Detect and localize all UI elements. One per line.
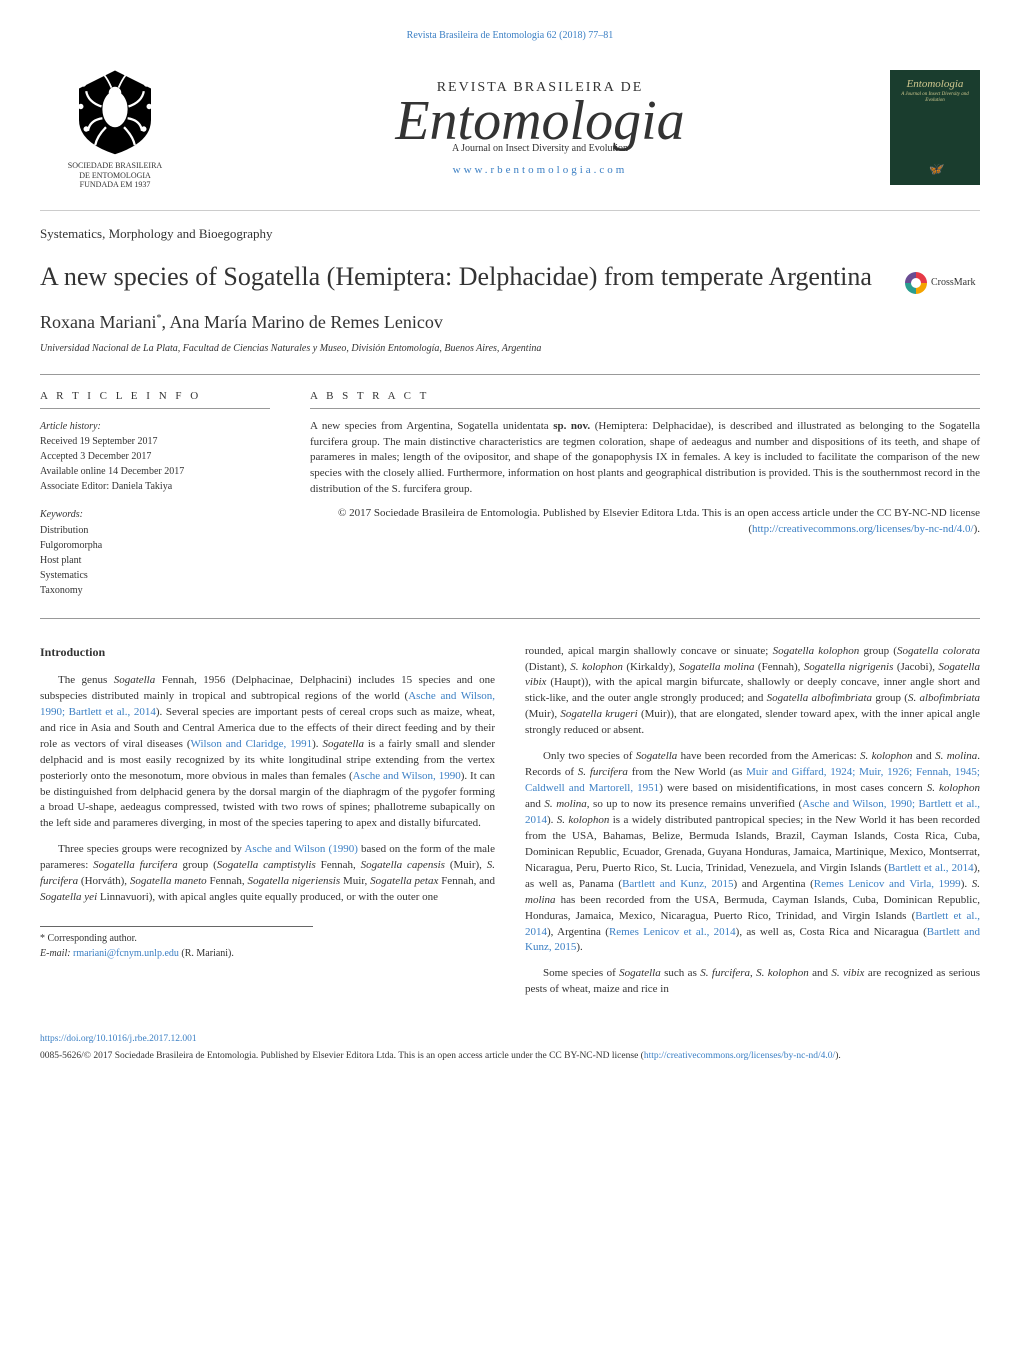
citation-link[interactable]: Remes Lenicov et al., 2014 bbox=[609, 926, 736, 938]
corresponding-label: * Corresponding author. bbox=[40, 932, 313, 947]
citation-link[interactable]: Asche and Wilson (1990) bbox=[244, 843, 357, 855]
article-info-heading: A R T I C L E I N F O bbox=[40, 390, 270, 409]
article-info: A R T I C L E I N F O Article history: R… bbox=[40, 390, 270, 598]
license-link[interactable]: http://creativecommons.org/licenses/by-n… bbox=[752, 523, 974, 535]
body-paragraph: rounded, apical margin shallowly concave… bbox=[525, 644, 980, 740]
journal-url-link[interactable]: www.rbentomologia.com bbox=[453, 164, 628, 176]
copyright-line: 0085-5626/© 2017 Sociedade Brasileira de… bbox=[40, 1050, 980, 1063]
page-footer: https://doi.org/10.1016/j.rbe.2017.12.00… bbox=[40, 1033, 980, 1063]
footer-license-link[interactable]: http://creativecommons.org/licenses/by-n… bbox=[644, 1051, 835, 1061]
keyword: Systematics bbox=[40, 568, 270, 583]
corresponding-email-link[interactable]: rmariani@fcnym.unlp.edu bbox=[73, 948, 179, 959]
keyword: Host plant bbox=[40, 553, 270, 568]
keyword: Fulgoromorpha bbox=[40, 538, 270, 553]
crossmark-icon bbox=[905, 272, 927, 294]
history-editor: Associate Editor: Daniela Takiya bbox=[40, 479, 270, 494]
abstract-license: © 2017 Sociedade Brasileira de Entomolog… bbox=[310, 506, 980, 538]
article-title: A new species of Sogatella (Hemiptera: D… bbox=[40, 260, 890, 294]
corresponding-author: * Corresponding author. E-mail: rmariani… bbox=[40, 926, 313, 961]
doi-link[interactable]: https://doi.org/10.1016/j.rbe.2017.12.00… bbox=[40, 1034, 197, 1044]
citation-link[interactable]: Bartlett and Kunz, 2015 bbox=[525, 926, 980, 954]
citation-link[interactable]: Asche and Wilson, 1990 bbox=[353, 770, 461, 782]
abstract-heading: A B S T R A C T bbox=[310, 390, 980, 409]
keywords-list: Distribution Fulgoromorpha Host plant Sy… bbox=[40, 523, 270, 598]
journal-subtitle: A Journal on Insect Diversity and Evolut… bbox=[190, 143, 890, 154]
body-paragraph: Some species of Sogatella such as S. fur… bbox=[525, 966, 980, 998]
right-column: rounded, apical margin shallowly concave… bbox=[525, 644, 980, 1009]
society-name-1: SOCIEDADE BRASILEIRA bbox=[40, 161, 190, 171]
body-paragraph: The genus Sogatella Fennah, 1956 (Delpha… bbox=[40, 673, 495, 832]
citation-link[interactable]: Bartlett et al., 2014 bbox=[525, 910, 980, 938]
history-label: Article history: bbox=[40, 419, 270, 434]
authors: Roxana Mariani*, Ana María Marino de Rem… bbox=[40, 312, 980, 333]
corresponding-name: (R. Mariani). bbox=[179, 948, 234, 959]
history-online: Available online 14 December 2017 bbox=[40, 464, 270, 479]
history-accepted: Accepted 3 December 2017 bbox=[40, 449, 270, 464]
society-name-2: DE ENTOMOLOGIA bbox=[40, 171, 190, 181]
keywords-label: Keywords: bbox=[40, 509, 270, 520]
top-citation: Revista Brasileira de Entomologia 62 (20… bbox=[40, 30, 980, 41]
crossmark-label: CrossMark bbox=[931, 277, 975, 288]
keyword: Distribution bbox=[40, 523, 270, 538]
info-abstract-block: A R T I C L E I N F O Article history: R… bbox=[40, 374, 980, 619]
citation-link[interactable]: Remes Lenicov and Virla, 1999 bbox=[814, 878, 961, 890]
left-column: Introduction The genus Sogatella Fennah,… bbox=[40, 644, 495, 1009]
citation-link[interactable]: Asche and Wilson, 1990; Bartlett et al.,… bbox=[40, 690, 495, 718]
citation-link[interactable]: Wilson and Claridge, 1991 bbox=[191, 738, 313, 750]
journal-header: SOCIEDADE BRASILEIRA DE ENTOMOLOGIA FUND… bbox=[40, 56, 980, 211]
top-citation-link[interactable]: Revista Brasileira de Entomologia 62 (20… bbox=[407, 30, 614, 41]
citation-link[interactable]: Bartlett et al., 2014 bbox=[888, 862, 974, 874]
corresponding-marker: * bbox=[156, 313, 161, 324]
journal-cover-thumb: Entomologia A Journal on Insect Diversit… bbox=[890, 70, 980, 185]
abstract: A B S T R A C T A new species from Argen… bbox=[310, 390, 980, 598]
body-columns: Introduction The genus Sogatella Fennah,… bbox=[40, 644, 980, 1009]
email-label: E-mail: bbox=[40, 948, 73, 959]
society-name-3: FUNDADA EM 1937 bbox=[40, 180, 190, 190]
body-paragraph: Only two species of Sogatella have been … bbox=[525, 749, 980, 956]
section-label: Systematics, Morphology and Bioegography bbox=[40, 226, 980, 242]
journal-main-title: Entomologia bbox=[190, 96, 890, 146]
history-received: Received 19 September 2017 bbox=[40, 434, 270, 449]
crossmark-badge[interactable]: CrossMark bbox=[905, 268, 980, 298]
society-emblem-icon bbox=[70, 66, 160, 156]
cover-title: Entomologia bbox=[894, 78, 976, 90]
affiliation: Universidad Nacional de La Plata, Facult… bbox=[40, 343, 980, 354]
intro-heading: Introduction bbox=[40, 644, 495, 661]
body-paragraph: Three species groups were recognized by … bbox=[40, 842, 495, 906]
society-logo: SOCIEDADE BRASILEIRA DE ENTOMOLOGIA FUND… bbox=[40, 66, 190, 190]
journal-title-block: REVISTA BRASILEIRA DE Entomologia A Jour… bbox=[190, 80, 890, 176]
cover-subtitle: A Journal on Insect Diversity and Evolut… bbox=[894, 92, 976, 103]
abstract-text: A new species from Argentina, Sogatella … bbox=[310, 419, 980, 499]
cover-glyph-icon: 🦋 bbox=[890, 162, 980, 177]
keyword: Taxonomy bbox=[40, 583, 270, 598]
citation-link[interactable]: Bartlett and Kunz, 2015 bbox=[622, 878, 733, 890]
